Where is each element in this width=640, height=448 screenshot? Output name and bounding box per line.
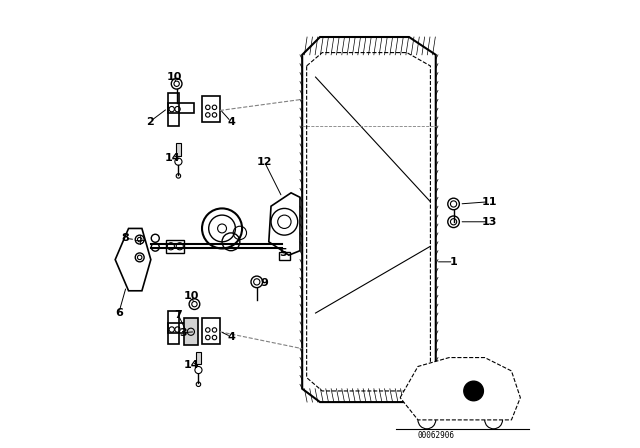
Text: 8: 8 (121, 233, 129, 243)
Text: 7: 7 (175, 310, 182, 320)
Text: 4: 4 (227, 332, 235, 342)
Text: 12: 12 (257, 157, 272, 167)
Text: 5: 5 (280, 248, 287, 258)
Bar (168, 103, 195, 113)
Bar (168, 93, 179, 126)
Bar (196, 352, 201, 364)
Text: 3: 3 (179, 327, 187, 338)
Polygon shape (115, 228, 151, 291)
Text: 10: 10 (166, 72, 182, 82)
Polygon shape (269, 193, 300, 255)
Polygon shape (302, 37, 436, 402)
Text: 14: 14 (184, 360, 200, 370)
Text: 2: 2 (146, 116, 154, 127)
Bar (184, 319, 198, 345)
Text: 14: 14 (164, 153, 180, 163)
Text: 00062906: 00062906 (418, 431, 455, 439)
Circle shape (464, 381, 483, 401)
Bar (202, 96, 220, 121)
Bar (168, 323, 195, 333)
Text: 4: 4 (227, 116, 235, 127)
Bar (202, 319, 220, 344)
Text: 10: 10 (183, 291, 198, 301)
Text: 9: 9 (260, 278, 268, 288)
Text: 1: 1 (450, 257, 458, 267)
Bar (176, 143, 180, 156)
Text: 11: 11 (481, 197, 497, 207)
Bar (279, 252, 290, 260)
Text: 6: 6 (115, 308, 123, 318)
Bar (168, 311, 179, 344)
Bar (166, 240, 184, 253)
Text: 13: 13 (481, 217, 497, 227)
Polygon shape (400, 358, 520, 420)
